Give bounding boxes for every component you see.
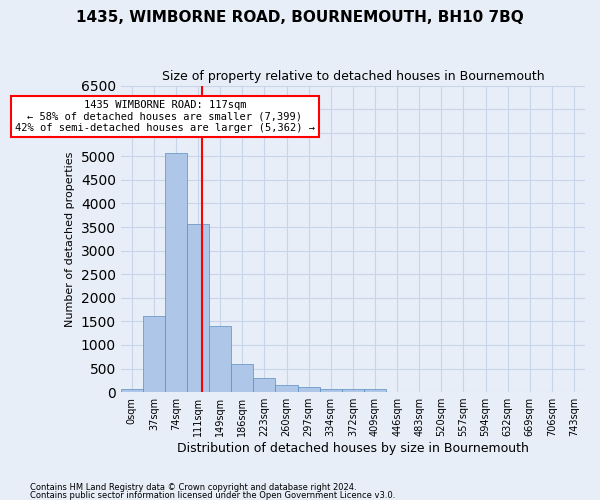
- Bar: [187, 224, 209, 392]
- Bar: [231, 364, 253, 392]
- Bar: [209, 326, 231, 392]
- Text: 1435, WIMBORNE ROAD, BOURNEMOUTH, BH10 7BQ: 1435, WIMBORNE ROAD, BOURNEMOUTH, BH10 7…: [76, 10, 524, 25]
- Bar: [320, 388, 342, 392]
- Text: Contains HM Land Registry data © Crown copyright and database right 2024.: Contains HM Land Registry data © Crown c…: [30, 483, 356, 492]
- X-axis label: Distribution of detached houses by size in Bournemouth: Distribution of detached houses by size …: [177, 442, 529, 455]
- Bar: [143, 316, 165, 392]
- Bar: [364, 388, 386, 392]
- Bar: [253, 378, 275, 392]
- Bar: [342, 390, 364, 392]
- Bar: [165, 152, 187, 392]
- Title: Size of property relative to detached houses in Bournemouth: Size of property relative to detached ho…: [161, 70, 544, 83]
- Bar: [298, 388, 320, 392]
- Y-axis label: Number of detached properties: Number of detached properties: [65, 151, 75, 326]
- Bar: [121, 388, 143, 392]
- Text: 1435 WIMBORNE ROAD: 117sqm
← 58% of detached houses are smaller (7,399)
42% of s: 1435 WIMBORNE ROAD: 117sqm ← 58% of deta…: [15, 100, 315, 133]
- Text: Contains public sector information licensed under the Open Government Licence v3: Contains public sector information licen…: [30, 490, 395, 500]
- Bar: [275, 386, 298, 392]
